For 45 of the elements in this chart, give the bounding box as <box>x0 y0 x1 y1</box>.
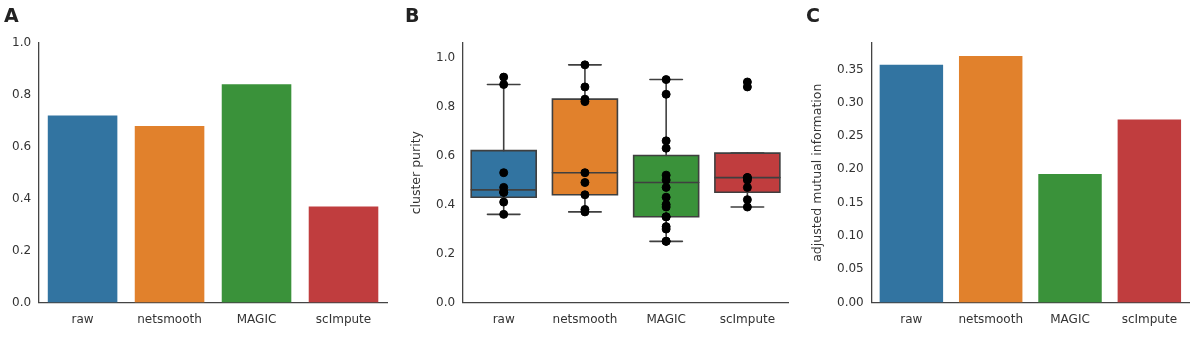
y-tick-label: 0.25 <box>837 128 864 143</box>
x-tick-label: netsmooth <box>552 311 618 326</box>
y-tick-label: 0.0 <box>435 294 456 309</box>
bar <box>879 64 944 303</box>
y-tick-label: 0.30 <box>837 94 864 109</box>
y-tick-label: 0.05 <box>837 261 864 276</box>
y-tick-label: 0.00 <box>837 294 864 309</box>
x-tick-label: scImpute <box>315 311 372 326</box>
bar <box>221 84 292 303</box>
x-tick-label: raw <box>900 311 923 326</box>
y-tick-label: 0.20 <box>837 161 864 176</box>
bar <box>1117 119 1182 303</box>
y-tick-label: 0.4 <box>11 190 32 205</box>
chart-title: A <box>4 4 19 27</box>
y-tick-label: 0.2 <box>435 245 456 260</box>
bar <box>308 206 379 303</box>
y-tick-label: 0.10 <box>837 228 864 243</box>
bar <box>134 125 205 303</box>
y-tick-label: 0.6 <box>435 147 456 162</box>
y-tick-label: 0.0 <box>11 294 32 309</box>
y-axis-title: adjusted mutual information <box>808 83 824 262</box>
y-tick-label: 0.4 <box>435 196 456 211</box>
x-tick-label: scImpute <box>1121 311 1178 326</box>
bar <box>1038 174 1102 303</box>
y-tick-label: 0.6 <box>11 138 32 153</box>
chart-title: C <box>806 4 820 27</box>
bar <box>47 115 118 303</box>
y-tick-label: 1.0 <box>11 34 32 49</box>
x-tick-label: scImpute <box>719 311 776 326</box>
bar <box>958 56 1023 303</box>
y-tick-label: 1.0 <box>435 49 456 64</box>
y-tick-label: 0.2 <box>11 242 32 257</box>
chart-title: B <box>405 4 420 27</box>
x-tick-label: MAGIC <box>646 311 686 326</box>
x-tick-label: raw <box>492 311 515 326</box>
y-axis-title: cluster purity <box>407 130 423 215</box>
y-tick-label: 0.8 <box>435 98 456 113</box>
x-tick-label: netsmooth <box>137 311 202 326</box>
y-tick-label: 0.35 <box>837 61 864 76</box>
x-tick-label: MAGIC <box>236 311 277 326</box>
x-tick-label: netsmooth <box>958 311 1024 326</box>
x-tick-label: MAGIC <box>1050 311 1090 326</box>
y-tick-label: 0.15 <box>837 194 864 209</box>
y-tick-label: 0.8 <box>11 86 32 101</box>
x-tick-label: raw <box>71 311 94 326</box>
